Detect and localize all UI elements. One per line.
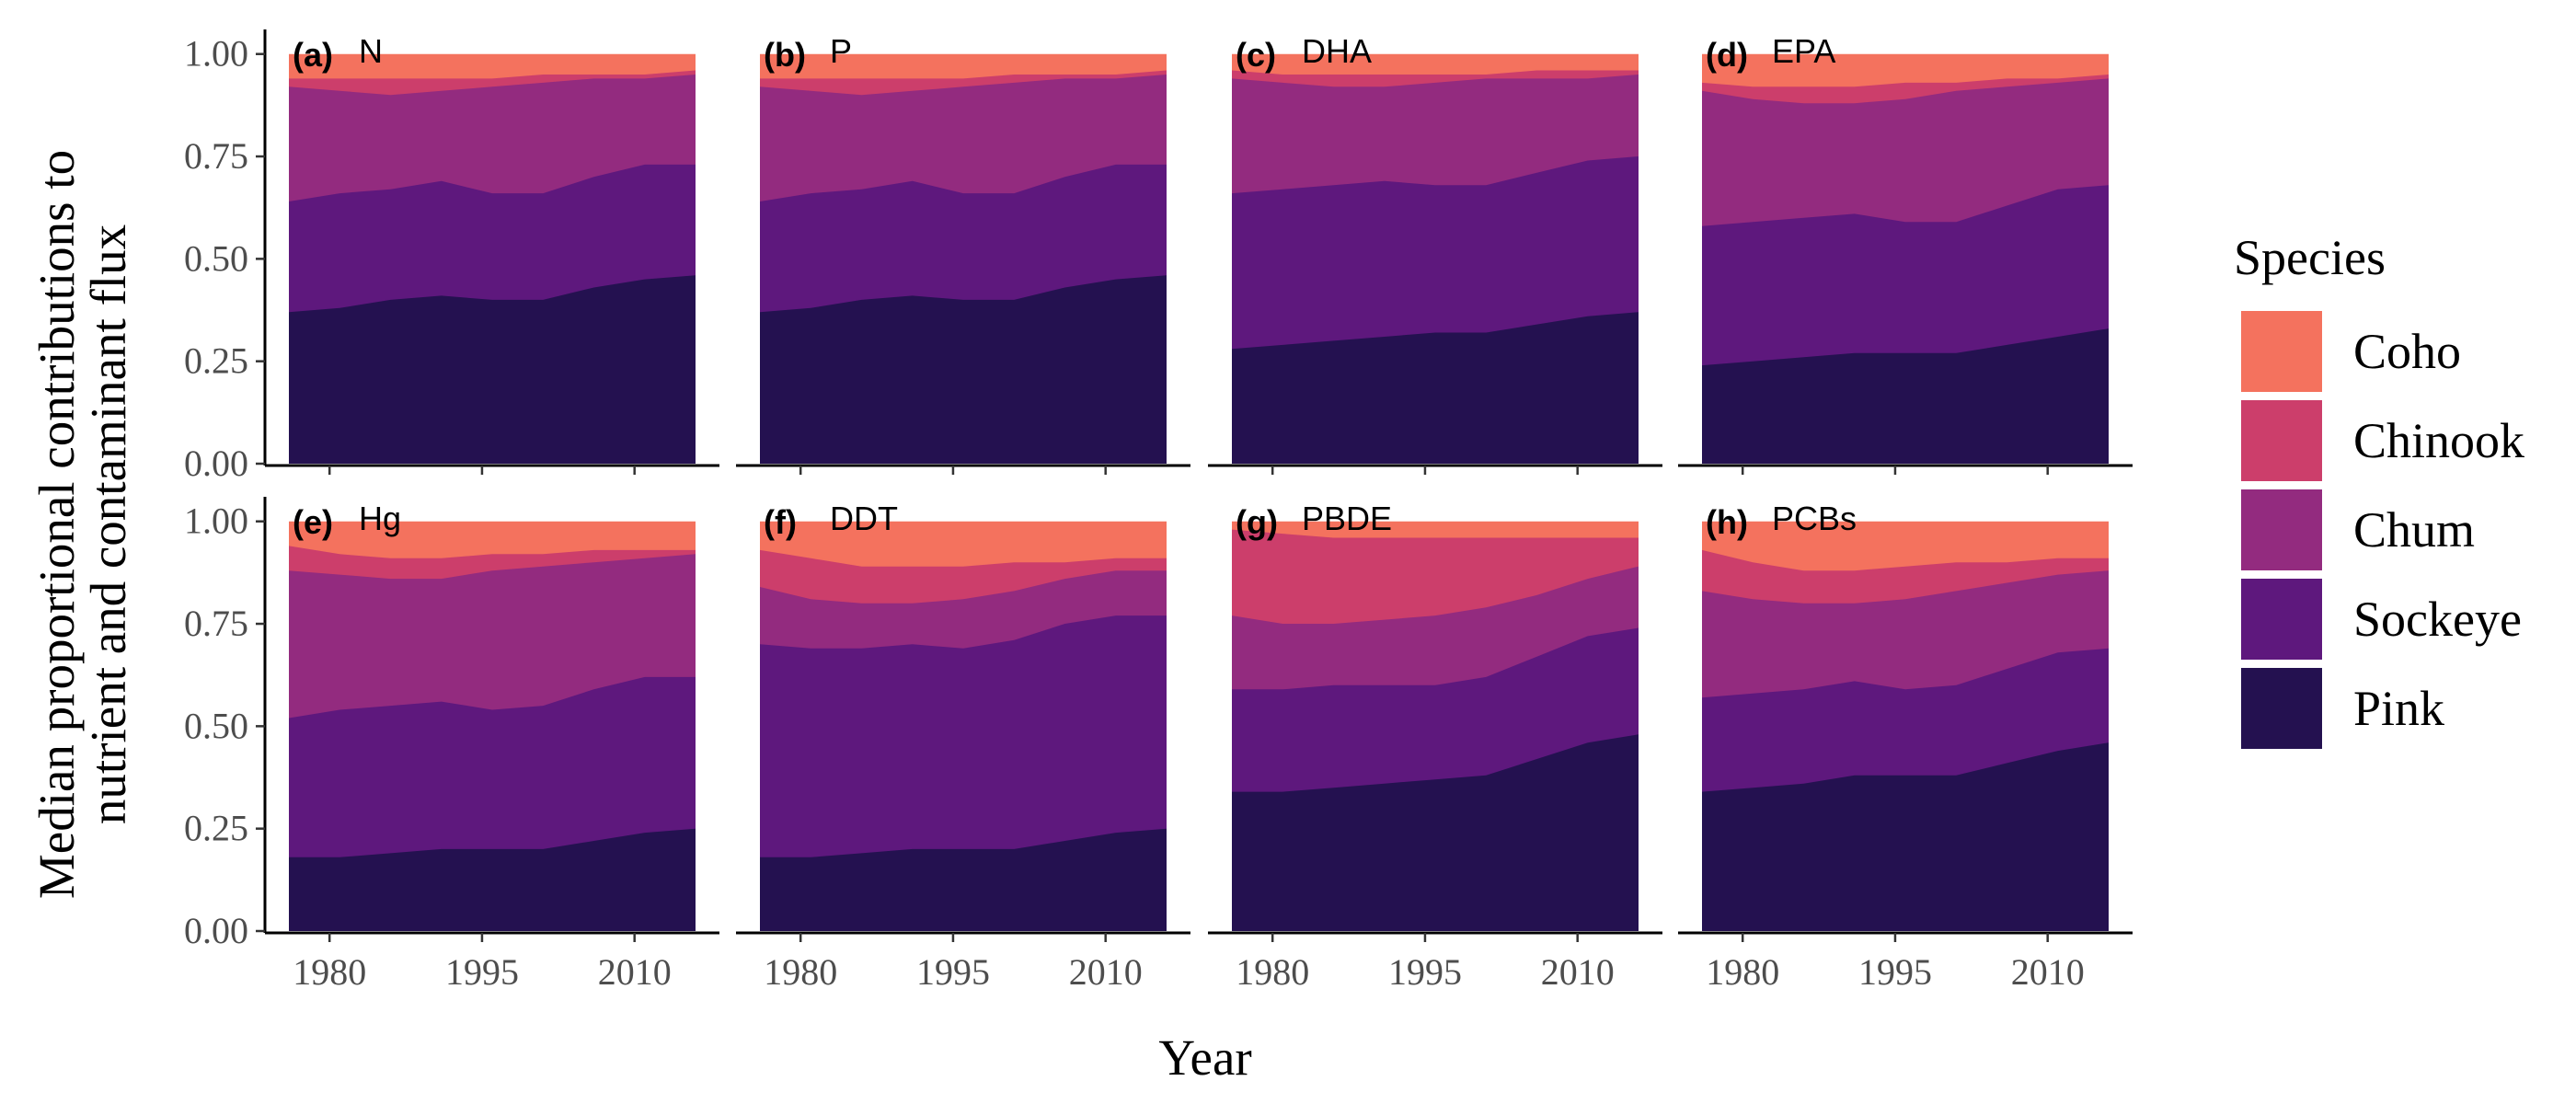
x-axis-panel-2 — [736, 464, 1190, 475]
area-pink — [1232, 734, 1639, 931]
legend: Species Coho Chinook Chum Sockeye Pink — [2234, 230, 2524, 749]
y-tick-label: 0.25 — [184, 808, 248, 849]
panel-ddt: (f) DDT — [760, 500, 1167, 931]
panel-tag: (e) — [293, 503, 333, 541]
panel-name: EPA — [1772, 32, 1835, 70]
y-axis-row-2: 0.00 0.25 0.50 0.75 1.00 — [184, 497, 267, 951]
legend-swatch — [2241, 311, 2322, 392]
panel-name: N — [359, 32, 383, 70]
x-tick-label: 2010 — [598, 951, 672, 993]
panel-pcbs: (h) PCBs — [1702, 500, 2109, 931]
panel-dha: (c) DHA — [1232, 32, 1639, 464]
panel-name: PBDE — [1302, 500, 1392, 537]
legend-swatch — [2241, 400, 2322, 481]
area-pink — [760, 275, 1167, 464]
legend-label: Coho — [2353, 324, 2461, 379]
legend-item-coho: Coho — [2241, 311, 2461, 392]
y-tick-label: 0.00 — [184, 443, 248, 484]
x-axis-panel-8: 1980 1995 2010 — [1678, 931, 2133, 993]
legend-item-pink: Pink — [2241, 668, 2444, 749]
panel-n: (a) N — [289, 32, 696, 464]
y-tick-label: 0.00 — [184, 910, 248, 951]
y-tick-label: 1.00 — [184, 33, 248, 75]
panel-name: DHA — [1302, 32, 1372, 70]
legend-swatch — [2241, 668, 2322, 749]
x-axis-panel-6: 1980 1995 2010 — [736, 931, 1190, 993]
x-tick-label: 1995 — [1388, 951, 1462, 993]
x-axis-panel-5: 1980 1995 2010 — [265, 931, 719, 993]
panel-tag: (f) — [764, 503, 797, 541]
panels-layer: (a) N (b) P (c) DHA (d) EPA (e) Hg (f) DDT (g) PBDE (h… — [289, 32, 2109, 931]
legend-label: Chinook — [2353, 413, 2524, 468]
legend-item-chinook: Chinook — [2241, 400, 2524, 481]
panel-pbde: (g) PBDE — [1232, 500, 1639, 931]
x-axis-panel-7: 1980 1995 2010 — [1208, 931, 1662, 993]
y-axis-title-line-1: Median proportional contributions to — [29, 150, 85, 899]
panel-name: PCBs — [1772, 500, 1857, 537]
x-tick-label: 1980 — [764, 951, 837, 993]
panel-tag: (d) — [1706, 36, 1748, 74]
x-tick-label: 2010 — [1069, 951, 1143, 993]
area-pink — [1232, 312, 1639, 464]
panel-tag: (b) — [764, 36, 806, 74]
x-tick-label: 1995 — [445, 951, 519, 993]
x-axis-panel-4 — [1678, 464, 2133, 475]
panel-tag: (c) — [1236, 36, 1276, 74]
area-pink — [1702, 742, 2109, 931]
legend-swatch — [2241, 579, 2322, 660]
x-tick-label: 1980 — [293, 951, 366, 993]
x-tick-label: 1980 — [1236, 951, 1309, 993]
area-pink — [1702, 328, 2109, 464]
panel-tag: (g) — [1236, 503, 1278, 541]
legend-label: Chum — [2353, 502, 2475, 558]
y-axis-row-1: 0.00 0.25 0.50 0.75 1.00 — [184, 29, 267, 484]
x-tick-label: 1980 — [1706, 951, 1779, 993]
panel-p: (b) P — [760, 32, 1167, 464]
panel-tag: (h) — [1706, 503, 1748, 541]
area-pink — [289, 275, 696, 464]
panel-tag: (a) — [293, 36, 333, 74]
x-axis-panel-1 — [265, 464, 719, 475]
panel-hg: (e) Hg — [289, 500, 696, 931]
x-tick-label: 1995 — [1858, 951, 1932, 993]
legend-title: Species — [2234, 230, 2386, 285]
axes-layer: 0.00 0.25 0.50 0.75 1.00 1980 1995 2010 0.00 0.25… — [184, 29, 2133, 993]
legend-label: Pink — [2353, 681, 2444, 736]
legend-item-chum: Chum — [2241, 489, 2475, 570]
x-tick-label: 2010 — [1541, 951, 1615, 993]
panel-name: Hg — [359, 500, 401, 537]
y-tick-label: 1.00 — [184, 500, 248, 542]
y-axis-title: Median proportional contributions to nut… — [29, 150, 136, 899]
legend-item-sockeye: Sockeye — [2241, 579, 2522, 660]
y-tick-label: 0.75 — [184, 135, 248, 177]
area-pink — [289, 828, 696, 931]
x-axis-title: Year — [1158, 1029, 1251, 1086]
y-tick-label: 0.50 — [184, 705, 248, 746]
legend-label: Sockeye — [2353, 592, 2522, 647]
x-tick-label: 2010 — [2011, 951, 2085, 993]
panel-epa: (d) EPA — [1702, 32, 2109, 465]
panel-name: DDT — [830, 500, 898, 537]
y-tick-label: 0.25 — [184, 340, 248, 382]
y-tick-label: 0.50 — [184, 237, 248, 279]
legend-swatch — [2241, 489, 2322, 570]
area-pink — [760, 828, 1167, 931]
x-axis-panel-3 — [1208, 464, 1662, 475]
y-tick-label: 0.75 — [184, 603, 248, 644]
y-axis-title-line-2: nutrient and contaminant flux — [80, 224, 136, 824]
panel-name: P — [830, 32, 852, 70]
x-tick-label: 1995 — [916, 951, 990, 993]
